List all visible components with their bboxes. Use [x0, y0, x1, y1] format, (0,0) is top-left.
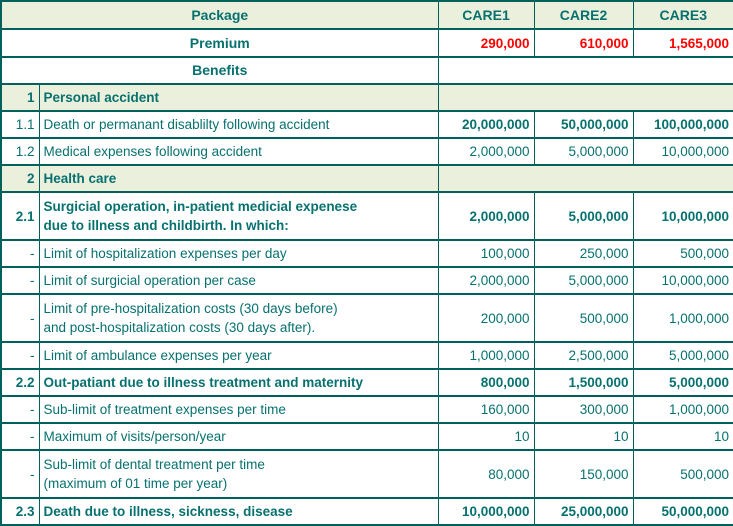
value-cell-care1: 20,000,000	[437, 110, 535, 139]
value-cell-care2: 50,000,000	[533, 110, 634, 139]
value-cell-care3: 50,000,000	[632, 497, 733, 526]
row-label-cell: Limit of surgicial operation per case	[38, 266, 439, 295]
value-cell-care1: 200,000	[437, 293, 535, 343]
value-cell-care2: 250,000	[533, 239, 634, 268]
value-cell-care1: 80,000	[437, 449, 535, 499]
value-cell-care3: 5,000,000	[632, 341, 733, 370]
value-cell-care2: 10	[533, 422, 634, 451]
row-label-cell: Sub-limit of dental treatment per time (…	[38, 449, 439, 499]
benefit-row: - Limit of hospitalization expenses per …	[0, 239, 733, 268]
row-label-cell: Sub-limit of treatment expenses per time	[38, 395, 439, 424]
column-header-care3: CARE3	[632, 0, 733, 30]
row-number-cell: 2.2	[0, 368, 40, 397]
row-number-cell: -	[0, 341, 40, 370]
benefit-row: 1.2 Medical expenses following accident …	[0, 137, 733, 166]
row-label-cell: Limit of ambulance expenses per year	[38, 341, 439, 370]
row-number-cell: -	[0, 449, 40, 499]
benefit-row: 2.2 Out-patiant due to illness treatment…	[0, 368, 733, 397]
value-cell-care3: 500,000	[632, 239, 733, 268]
value-cell-care3: 10,000,000	[632, 191, 733, 241]
row-label-cell: Out-patiant due to illness treatment and…	[38, 368, 439, 397]
value-cell-care1: 10	[437, 422, 535, 451]
benefits-row: Benefits	[0, 56, 733, 85]
value-cell-care1: 1,000,000	[437, 341, 535, 370]
row-label-cell: Surgicial operation, in-patient medicial…	[38, 191, 439, 241]
value-cell-care3: 10	[632, 422, 733, 451]
row-number-cell: 2.1	[0, 191, 40, 241]
value-cell-care1: 100,000	[437, 239, 535, 268]
benefit-row: - Limit of surgicial operation per case …	[0, 266, 733, 295]
benefit-row: - Limit of pre-hospitalization costs (30…	[0, 293, 733, 343]
value-cell-care2: 5,000,000	[533, 266, 634, 295]
value-cell-care3: 5,000,000	[632, 368, 733, 397]
premium-value-care2: 610,000	[533, 28, 634, 58]
row-label-cell: Medical expenses following accident	[38, 137, 439, 166]
row-label-cell: Limit of pre-hospitalization costs (30 d…	[38, 293, 439, 343]
row-number-cell: 1.2	[0, 137, 40, 166]
row-label-cell: Limit of hospitalization expenses per da…	[38, 239, 439, 268]
section-row-personal-accident: 1 Personal accident	[0, 83, 733, 112]
value-cell-care1: 2,000,000	[437, 137, 535, 166]
row-number-cell: -	[0, 239, 40, 268]
value-cell-care2: 300,000	[533, 395, 634, 424]
value-cell-care3: 10,000,000	[632, 266, 733, 295]
row-number-cell: 1.1	[0, 110, 40, 139]
row-label-cell: Maximum of visits/person/year	[38, 422, 439, 451]
section-row-health-care: 2 Health care	[0, 164, 733, 193]
row-number-cell: -	[0, 422, 40, 451]
section-label-cell: Personal accident	[38, 83, 439, 112]
benefit-row: - Maximum of visits/person/year 10 10 10	[0, 422, 733, 451]
section-empty-cell	[437, 83, 733, 112]
benefit-row: 2.1 Surgicial operation, in-patient medi…	[0, 191, 733, 241]
value-cell-care1: 2,000,000	[437, 266, 535, 295]
section-empty-cell	[437, 164, 733, 193]
value-cell-care3: 100,000,000	[632, 110, 733, 139]
value-cell-care3: 500,000	[632, 449, 733, 499]
value-cell-care2: 500,000	[533, 293, 634, 343]
value-cell-care2: 5,000,000	[533, 191, 634, 241]
value-cell-care1: 800,000	[437, 368, 535, 397]
row-number-cell: 1	[0, 83, 40, 112]
section-label-cell: Health care	[38, 164, 439, 193]
value-cell-care2: 2,500,000	[533, 341, 634, 370]
value-cell-care1: 160,000	[437, 395, 535, 424]
premium-label-cell: Premium	[0, 28, 439, 58]
row-number-cell: -	[0, 293, 40, 343]
benefit-row: - Sub-limit of treatment expenses per ti…	[0, 395, 733, 424]
premium-value-care3: 1,565,000	[632, 28, 733, 58]
premium-value-care1: 290,000	[437, 28, 535, 58]
header-row: Package CARE1 CARE2 CARE3	[0, 0, 733, 30]
value-cell-care3: 10,000,000	[632, 137, 733, 166]
value-cell-care2: 150,000	[533, 449, 634, 499]
column-header-care1: CARE1	[437, 0, 535, 30]
package-header-cell: Package	[0, 0, 439, 30]
benefits-empty-cell	[437, 56, 733, 85]
column-header-care2: CARE2	[533, 0, 634, 30]
value-cell-care3: 1,000,000	[632, 395, 733, 424]
row-number-cell: -	[0, 395, 40, 424]
value-cell-care2: 5,000,000	[533, 137, 634, 166]
row-label-cell: Death or permanant disablilty following …	[38, 110, 439, 139]
value-cell-care3: 1,000,000	[632, 293, 733, 343]
benefit-row: 1.1 Death or permanant disablilty follow…	[0, 110, 733, 139]
value-cell-care2: 1,500,000	[533, 368, 634, 397]
value-cell-care1: 2,000,000	[437, 191, 535, 241]
row-number-cell: -	[0, 266, 40, 295]
benefit-row: - Sub-limit of dental treatment per time…	[0, 449, 733, 499]
benefits-label-cell: Benefits	[0, 56, 439, 85]
row-number-cell: 2	[0, 164, 40, 193]
benefit-row: - Limit of ambulance expenses per year 1…	[0, 341, 733, 370]
premium-row: Premium 290,000 610,000 1,565,000	[0, 28, 733, 58]
